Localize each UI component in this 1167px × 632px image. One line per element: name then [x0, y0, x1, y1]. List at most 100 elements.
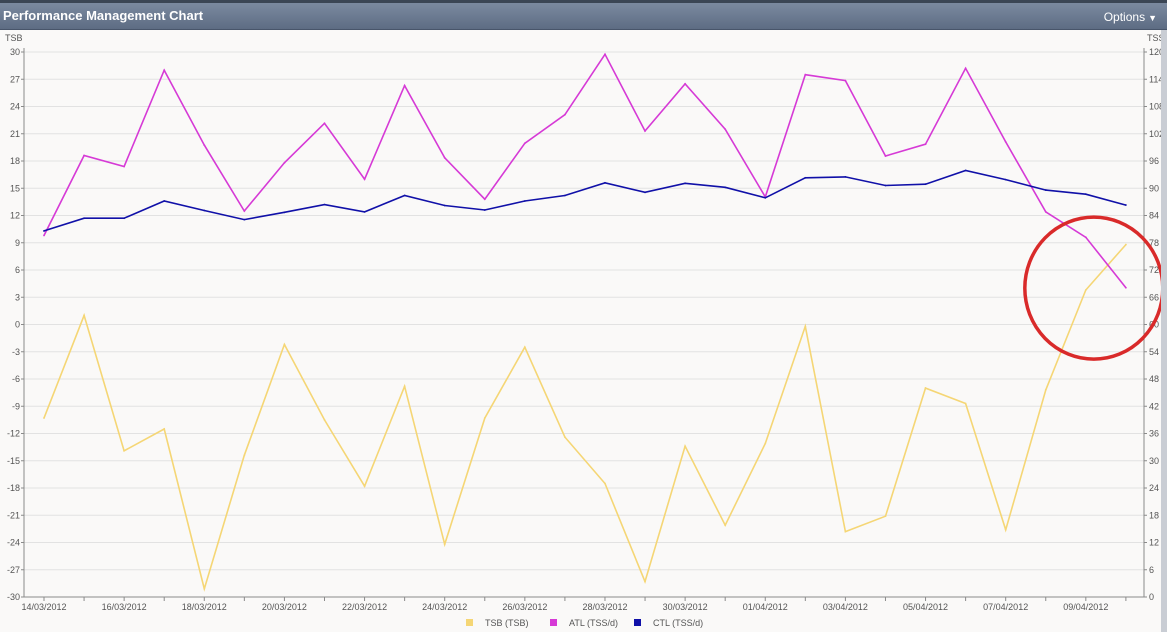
legend-label: CTL (TSS/d)	[653, 618, 703, 628]
data-point-ctl	[323, 203, 326, 206]
right-tick-label: 42	[1149, 401, 1159, 411]
data-point-tsb	[443, 543, 446, 546]
data-point-tsb	[964, 402, 967, 405]
data-point-atl	[724, 128, 727, 131]
data-point-atl	[924, 143, 927, 146]
data-point-tsb	[323, 418, 326, 421]
data-point-ctl	[1124, 204, 1127, 206]
data-point-ctl	[403, 194, 406, 197]
data-point-atl	[964, 67, 967, 70]
title-bar: Performance Management Chart Options ▼	[0, 3, 1167, 30]
left-tick-label: -3	[12, 347, 20, 357]
left-tick-label: 27	[10, 74, 20, 84]
series-atl	[43, 52, 1127, 289]
left-tick-label: 6	[15, 265, 20, 275]
x-tick-label: 26/03/2012	[502, 602, 547, 612]
data-point-ctl	[43, 230, 45, 232]
left-axis-ticks: 302724211815129630-3-6-9-12-15-18-21-24-…	[7, 47, 24, 602]
data-point-ctl	[243, 218, 246, 221]
data-point-atl	[203, 144, 206, 147]
data-point-tsb	[1004, 528, 1007, 531]
data-point-ctl	[1004, 178, 1007, 181]
right-tick-label: 120	[1149, 47, 1164, 57]
data-point-ctl	[564, 194, 566, 197]
right-tick-label: 66	[1149, 292, 1159, 302]
data-point-ctl	[764, 196, 767, 199]
right-tick-label: 96	[1149, 156, 1159, 166]
data-point-tsb	[564, 436, 566, 439]
options-button[interactable]: Options ▼	[1104, 10, 1157, 24]
right-tick-label: 6	[1149, 565, 1154, 575]
data-point-atl	[403, 84, 406, 87]
data-point-atl	[83, 154, 85, 157]
data-point-atl	[443, 156, 446, 159]
data-point-tsb	[363, 485, 366, 488]
data-point-atl	[1084, 236, 1087, 239]
data-point-tsb	[43, 417, 45, 419]
data-point-ctl	[523, 200, 526, 202]
series-line-ctl	[43, 169, 1127, 232]
data-point-ctl	[804, 176, 807, 179]
data-point-tsb	[523, 346, 526, 349]
data-point-tsb	[884, 515, 887, 518]
data-point-ctl	[163, 200, 166, 202]
x-tick-label: 22/03/2012	[342, 602, 387, 612]
left-tick-label: -24	[7, 538, 20, 548]
series-line-atl	[43, 52, 1127, 289]
left-tick-label: -15	[7, 456, 20, 466]
data-point-atl	[243, 210, 246, 212]
data-point-ctl	[483, 209, 486, 211]
chart-title: Performance Management Chart	[3, 8, 204, 23]
data-point-tsb	[844, 530, 847, 533]
series-ctl	[43, 169, 1127, 232]
legend-label: ATL (TSS/d)	[569, 618, 618, 628]
data-point-ctl	[83, 217, 85, 220]
data-point-ctl	[443, 204, 446, 207]
right-tick-label: 78	[1149, 238, 1159, 248]
data-point-tsb	[483, 417, 486, 419]
gridlines	[24, 51, 1144, 598]
data-point-atl	[684, 82, 687, 85]
data-point-ctl	[1084, 193, 1087, 196]
data-point-tsb	[924, 387, 927, 389]
data-point-tsb	[123, 449, 126, 452]
data-point-ctl	[123, 217, 126, 220]
data-point-atl	[884, 155, 887, 157]
data-point-ctl	[644, 191, 646, 194]
left-tick-label: -21	[7, 510, 20, 520]
data-point-tsb	[1084, 289, 1087, 291]
left-tick-label: 24	[10, 102, 20, 112]
data-point-tsb	[243, 454, 246, 457]
left-tick-label: -27	[7, 565, 20, 575]
data-point-atl	[283, 161, 286, 164]
data-point-tsb	[1124, 243, 1127, 246]
data-point-tsb	[283, 343, 286, 346]
scrollbar-edge[interactable]	[1161, 30, 1167, 632]
right-tick-label: 84	[1149, 211, 1159, 221]
left-axis-label: TSB	[5, 33, 23, 43]
left-tick-label: -6	[12, 374, 20, 384]
x-tick-label: 16/03/2012	[102, 602, 147, 612]
data-point-ctl	[203, 209, 206, 212]
data-point-ctl	[924, 183, 927, 186]
data-point-atl	[1124, 286, 1127, 289]
data-point-tsb	[604, 482, 606, 485]
left-tick-label: 0	[15, 320, 20, 330]
right-tick-label: 72	[1149, 265, 1159, 275]
data-point-atl	[363, 178, 366, 181]
x-axis-ticks: 14/03/2012 16/03/2012 18/03/2012 20/03/2012…	[21, 597, 1127, 612]
x-tick-label: 14/03/2012	[21, 602, 66, 612]
options-label: Options	[1103, 10, 1146, 24]
legend-swatch	[466, 619, 473, 626]
x-tick-label: 01/04/2012	[743, 602, 788, 612]
data-point-ctl	[844, 175, 847, 178]
data-point-atl	[844, 79, 847, 82]
data-point-atl	[564, 113, 566, 116]
data-point-atl	[604, 53, 606, 56]
right-tick-label: 36	[1149, 429, 1159, 439]
x-tick-label: 30/03/2012	[663, 602, 708, 612]
window-top-border	[0, 0, 1167, 3]
right-tick-label: 24	[1149, 483, 1159, 493]
